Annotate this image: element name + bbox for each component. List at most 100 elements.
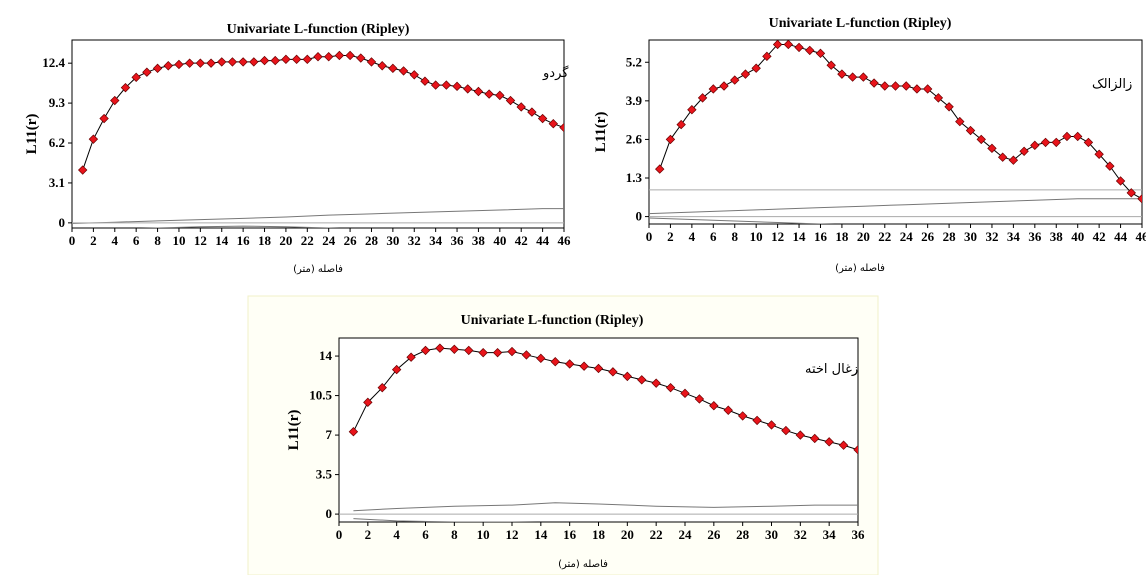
x-tick-label: 12 [194, 233, 207, 248]
data-point-marker [837, 69, 847, 79]
data-point-marker [377, 61, 387, 71]
y-tick-label: 3.5 [316, 467, 333, 482]
data-point-marker [249, 57, 259, 67]
y-tick-label: 3.9 [626, 93, 643, 108]
data-point-marker [933, 93, 944, 103]
data-point-marker [697, 93, 708, 103]
data-point-marker [163, 61, 173, 71]
series-group [339, 343, 858, 522]
envelope-line [353, 502, 858, 512]
x-tick-label: 12 [506, 527, 519, 542]
data-point-marker [890, 81, 901, 91]
data-point-marker [1094, 149, 1104, 159]
data-point-marker [901, 81, 911, 91]
x-tick-label: 36 [1028, 229, 1042, 244]
data-point-marker [131, 72, 141, 83]
data-point-marker [484, 89, 494, 99]
series-group [649, 40, 1142, 224]
data-point-marker [680, 388, 690, 399]
data-point-marker [464, 345, 474, 356]
data-point-marker [174, 59, 184, 70]
x-tick-label: 14 [215, 233, 229, 248]
species-annotation: زالزالک [1092, 77, 1132, 92]
data-point-marker [356, 53, 366, 63]
data-point-marker [869, 78, 879, 88]
x-tick-label: 34 [1007, 229, 1021, 244]
l-function-line [659, 43, 1142, 200]
envelope-line [353, 518, 538, 522]
data-point-marker [651, 378, 661, 388]
x-tick-label: 44 [1114, 229, 1128, 244]
data-point-marker [737, 411, 748, 421]
chart-title: Univariate L-function (Ripley) [461, 313, 644, 328]
data-point-marker [1137, 194, 1142, 204]
data-point-marker [858, 72, 869, 82]
data-point-marker [291, 54, 302, 65]
data-point-marker [853, 445, 858, 455]
x-axis-label: فاصله (متر) [835, 263, 885, 274]
x-tick-label: 6 [133, 233, 140, 248]
y-tick-label: 1.3 [626, 170, 643, 185]
y-tick-label: 0 [59, 215, 66, 230]
x-tick-label: 30 [964, 229, 977, 244]
data-point-marker [740, 69, 751, 79]
x-tick-label: 12 [771, 229, 784, 244]
data-point-marker [794, 42, 804, 53]
data-point-marker [345, 50, 355, 61]
y-tick-label: 5.2 [626, 54, 642, 69]
x-tick-label: 44 [536, 233, 550, 248]
envelope-line [649, 198, 1142, 215]
data-point-marker [655, 164, 665, 174]
y-tick-label: 9.3 [49, 95, 66, 110]
data-point-marker [847, 72, 858, 82]
data-point-marker [441, 80, 452, 90]
data-point-marker [781, 425, 791, 436]
data-point-marker [997, 152, 1008, 162]
data-point-marker [762, 51, 772, 62]
data-point-marker [334, 50, 345, 61]
data-point-marker [238, 57, 248, 67]
x-tick-label: 28 [943, 229, 957, 244]
data-point-marker [564, 359, 575, 369]
data-point-marker [537, 113, 548, 124]
data-point-marker [944, 102, 954, 112]
series-group [72, 50, 564, 228]
data-point-marker [495, 90, 505, 101]
chart-zalzalak: Univariate L-function (Ripley) 0 1.3 2.6 3.9… [593, 16, 1146, 274]
x-tick-label: 2 [90, 233, 97, 248]
data-point-marker [838, 440, 849, 450]
x-tick-label: 18 [258, 233, 272, 248]
data-point-marker [527, 107, 537, 117]
data-point-marker [217, 57, 227, 67]
data-point-marker [665, 382, 676, 393]
data-point-marker [324, 52, 334, 62]
data-point-marker [676, 119, 686, 130]
x-tick-label: 36 [451, 233, 465, 248]
data-point-marker [880, 81, 890, 91]
envelope-line [649, 217, 835, 224]
x-tick-label: 26 [921, 229, 935, 244]
x-tick-label: 36 [852, 527, 866, 542]
data-point-marker [505, 95, 516, 106]
data-point-marker [965, 125, 976, 136]
data-point-marker [430, 80, 441, 90]
data-point-marker [752, 415, 762, 426]
x-tick-label: 20 [621, 527, 634, 542]
y-tick-label: 6.2 [49, 135, 65, 150]
data-point-marker [388, 63, 398, 74]
data-point-marker [922, 84, 933, 94]
data-point-marker [766, 420, 777, 430]
data-point-marker [406, 352, 416, 362]
x-tick-label: 38 [472, 233, 486, 248]
chart-zoghal-akhteh: Univariate L-function (Ripley) 0 3.5 7 10.5 1… [286, 313, 865, 570]
data-point-marker [227, 57, 238, 67]
x-tick-label: 20 [279, 233, 292, 248]
x-tick-label: 22 [650, 527, 663, 542]
data-point-marker [815, 48, 826, 59]
species-annotation: گردو [542, 65, 569, 81]
data-point-marker [608, 367, 618, 377]
data-point-marker [206, 58, 216, 68]
x-tick-label: 26 [344, 233, 358, 248]
x-tick-label: 28 [736, 527, 750, 542]
data-point-marker [452, 81, 462, 92]
